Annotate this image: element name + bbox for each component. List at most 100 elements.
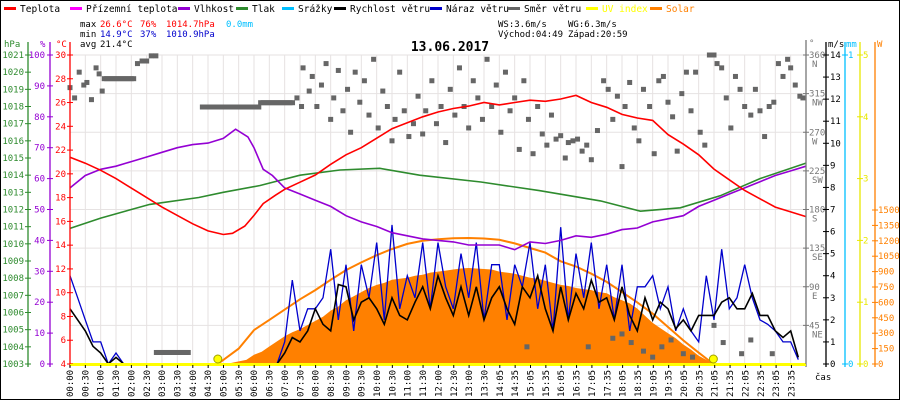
wind-direction-point [139, 58, 145, 64]
wind-direction-point [493, 82, 499, 88]
temperature-tick-label: 4 [61, 360, 66, 370]
wind-direction-point [693, 69, 699, 75]
wind-direction-point [380, 88, 386, 94]
wind-direction-point [475, 95, 481, 101]
x-tick-label: 01:00 [97, 370, 107, 397]
wind-direction-point [516, 146, 522, 152]
wind-direction-point [720, 340, 726, 346]
wind-direction-point [484, 56, 490, 62]
wind-direction-point [88, 97, 94, 103]
x-tick-label: 12:30 [450, 370, 460, 397]
x-tick-label: 20:35 [695, 370, 705, 397]
pressure-tick-label: 1007 [2, 291, 24, 301]
wind-direction-point [588, 157, 594, 163]
x-tick-label: 07:30 [296, 370, 306, 397]
temperature-tick-label: 12 [55, 265, 66, 275]
direction-compass-label: S [812, 215, 817, 225]
wind-direction-point [397, 69, 403, 75]
x-tick-label: 09:00 [342, 370, 352, 397]
solar-tick-label: 750 [878, 283, 894, 293]
direction-tick-label: 45 [809, 321, 820, 331]
humidity-tick-label: 90 [34, 82, 45, 92]
x-tick-label: 18:35 [634, 370, 644, 397]
wind-direction-point [622, 104, 628, 109]
x-tick-label: 22:05 [741, 370, 751, 397]
stat-max-hum: 76% [140, 20, 157, 30]
humidity-tick-label: 40 [34, 236, 45, 246]
humidity-tick-label: 10 [34, 329, 45, 339]
wind-direction-point [748, 337, 754, 343]
wind-direction-point [521, 78, 527, 84]
x-tick-label: 08:00 [312, 370, 322, 397]
x-tick-label: 17:05 [588, 370, 598, 397]
wind-direction-point [627, 79, 633, 85]
stat-min-hum: 37% [140, 30, 157, 40]
wind-direction-point [614, 93, 620, 99]
solar-tick-label: 0 [878, 360, 883, 370]
temperature-tick-label: 26 [55, 99, 66, 109]
wind-direction-point [619, 164, 625, 170]
temperature-tick-label: 22 [55, 146, 66, 156]
x-tick-label: 02:00 [127, 370, 137, 397]
wind-direction-point [792, 82, 798, 88]
legend-swatch-1 [70, 7, 82, 10]
wind-direction-point [406, 134, 412, 140]
wind-direction-point [579, 148, 585, 154]
x-tick-label: 11:30 [419, 370, 429, 397]
wind-direction-point [144, 58, 150, 64]
x-tick-label: 01:30 [112, 370, 122, 397]
x-axis-title: čas [815, 372, 831, 383]
wind-direction-point [466, 125, 472, 131]
x-tick-label: 16:05 [557, 370, 567, 397]
wind-direction-point [670, 114, 676, 120]
wind-direction-point [323, 61, 329, 67]
direction-compass-label: NW [812, 99, 823, 109]
pressure-tick-label: 1013 [2, 188, 24, 198]
legend-swatch-5 [334, 7, 346, 10]
wind-direction-point [328, 116, 334, 122]
temperature-tick-label: 20 [55, 170, 66, 180]
x-tick-label: 14:05 [496, 370, 506, 397]
wind-tick-label: 4 [830, 272, 835, 282]
wind-direction-point [294, 95, 300, 101]
wind-direction-point [498, 129, 504, 135]
wind-direction-point [375, 125, 381, 131]
wind-direction-point [553, 136, 559, 142]
legend: Teplota Přízemní teplota Vlhkost Tlak Srážky… [4, 4, 695, 15]
stat-min-temp: 14.9°C [100, 30, 133, 40]
wind-direction-point [72, 95, 78, 101]
humidity-line [69, 128, 807, 251]
legend-swatch-7 [508, 7, 520, 10]
solar-tick-label: 1350 [878, 221, 900, 231]
direction-compass-label: SE [812, 253, 823, 263]
solar-axis-unit: W [877, 40, 883, 50]
wind-direction-point [656, 78, 662, 84]
wind-direction-point [456, 65, 462, 71]
wind-direction-point [348, 129, 354, 135]
x-tick-label: 12:00 [434, 370, 444, 397]
pressure-tick-label: 1003 [2, 360, 24, 370]
stat-wg: WG:6.3m/s [568, 20, 617, 30]
x-tick-label: 23:05 [772, 370, 782, 397]
wind-direction-point [401, 108, 407, 114]
wind-direction-point [570, 138, 576, 144]
pressure-tick-label: 1012 [2, 206, 24, 216]
wind-direction-point [433, 121, 439, 127]
x-tick-label: 19:35 [665, 370, 675, 397]
pressure-tick-label: 1004 [2, 343, 24, 353]
wind-direction-point [524, 344, 530, 350]
wind-direction-point [647, 104, 653, 109]
rain-tick-label: 0 [848, 360, 853, 370]
temperature-tick-label: 18 [55, 194, 66, 204]
stat-min-press: 1010.9hPa [166, 30, 215, 40]
solar-tick-label: 1200 [878, 237, 900, 247]
wind-tick-label: 14 [830, 51, 841, 61]
wind-direction-point [610, 335, 616, 341]
wind-direction-point [148, 53, 154, 59]
wind-direction-point [728, 125, 734, 131]
stats: max 26.6°C 76% 1014.7hPa 0.0mm min 14.9°… [80, 20, 628, 55]
stat-max-label: max [80, 20, 97, 30]
x-tick-label: 04:30 [204, 370, 214, 397]
x-tick-label: 13:30 [480, 370, 490, 397]
wind-direction-point [640, 348, 646, 354]
